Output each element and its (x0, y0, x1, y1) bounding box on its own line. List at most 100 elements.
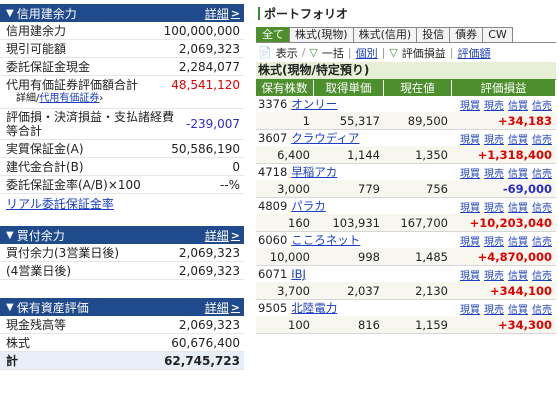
trade-action-link[interactable]: 現売 (484, 202, 504, 214)
tab-4[interactable]: 債券 (449, 27, 484, 42)
individual-toggle[interactable]: 個別 (355, 46, 378, 60)
trade-action-link[interactable]: 信売 (532, 202, 552, 214)
stock-pl: -69,000 (502, 181, 552, 196)
trade-action-link[interactable]: 現買 (460, 236, 480, 248)
realtime-margin-link[interactable]: リアル委託保証金率 (6, 196, 114, 211)
stock-actions: 現買 現売 信買 信売 (460, 131, 556, 146)
stock-cost: 2,037 (347, 283, 380, 298)
stock-name-link[interactable]: 北陸電力 (291, 301, 338, 315)
trade-action-link[interactable]: 信売 (532, 270, 552, 282)
trade-action-link[interactable]: 現買 (460, 168, 480, 180)
trade-action-link[interactable]: 信買 (508, 134, 528, 146)
buying-label: 買付余力(3営業日後) (6, 246, 119, 260)
stock-name-link[interactable]: パラカ (291, 199, 326, 213)
credit-row: 実質保証金(A) 50,586,190 (0, 140, 244, 158)
stock-price: 1,485 (415, 249, 448, 264)
tab-2[interactable]: 株式(信用) (352, 27, 418, 42)
triangle-down-icon: ▽ (389, 46, 398, 59)
trade-action-link[interactable]: 現売 (484, 100, 504, 112)
stock-name-link[interactable]: オンリー (291, 97, 338, 111)
trade-action-link[interactable]: 現売 (484, 168, 504, 180)
stock-name-link[interactable]: 早稲アカ (291, 165, 338, 179)
trade-action-link[interactable]: 信買 (508, 304, 528, 316)
buying-detail-link[interactable]: 詳細 > (204, 228, 240, 243)
stock-cost: 779 (358, 181, 380, 196)
buying-panel-title: 買付余力 (16, 228, 65, 243)
assets-total-label: 計 (6, 354, 19, 368)
stock-row: 4809 パラカ 現買 現売 信買 信売 160 103,931 167,700 +10,203,… (256, 198, 556, 232)
credit-label: 現引可能額 (6, 42, 67, 56)
stock-qty: 1 (302, 113, 310, 128)
stock-name-link[interactable]: こころネット (291, 233, 361, 247)
pl-label: 評価損・決済損益・支払諸経費等合計 (6, 110, 175, 138)
trade-action-link[interactable]: 信売 (532, 304, 552, 316)
stock-price: 89,500 (407, 113, 448, 128)
assets-label: 株式 (6, 336, 31, 350)
stock-qty: 3,700 (277, 283, 310, 298)
collateral-block: 代用有価証券評価額合計 48,541,120 詳細/代用有価証券› (0, 76, 244, 109)
trade-action-link[interactable]: 信売 (532, 100, 552, 112)
portfolio-tabs: 全て 株式(現物) 株式(信用) 投信 債券 CW (256, 27, 556, 43)
credit-panel-header: ▼ 信用建余力 詳細 > (0, 4, 244, 22)
collateral-link[interactable]: 代用有価証券 (39, 93, 100, 104)
credit-detail-link[interactable]: 詳細 > (204, 6, 240, 21)
credit-value: 2,069,323 (178, 41, 240, 56)
trade-action-link[interactable]: 現買 (460, 100, 480, 112)
trade-action-link[interactable]: 信買 (508, 202, 528, 214)
assets-detail-link[interactable]: 詳細 > (204, 300, 240, 315)
stock-name-link[interactable]: IBJ (291, 267, 306, 281)
stock-row: 6060 こころネット 現買 現売 信買 信売 10,000 998 1,485 +4,870,0… (256, 232, 556, 266)
portfolio-column-headers: 保有株数 取得単価 現在値 評価損益 (256, 79, 556, 96)
tab-0[interactable]: 全て (256, 27, 290, 42)
trade-action-link[interactable]: 現売 (484, 134, 504, 146)
stock-price: 1,159 (415, 317, 448, 332)
trade-action-link[interactable]: 信買 (508, 100, 528, 112)
batch-toggle[interactable]: 一括 (321, 46, 344, 60)
stock-row: 3376 オンリー 現買 現売 信買 信売 1 55,317 89,500 +34,183 (256, 96, 556, 130)
buying-row: (4営業日後) 2,069,323 (0, 262, 244, 280)
trade-action-link[interactable]: 信買 (508, 270, 528, 282)
trade-action-link[interactable]: 現買 (460, 270, 480, 282)
stock-actions: 現買 現売 信買 信売 (460, 301, 556, 316)
tab-3[interactable]: 投信 (416, 27, 451, 42)
trade-action-link[interactable]: 信売 (532, 168, 552, 180)
stock-code: 3607 (258, 131, 288, 145)
stock-name-link[interactable]: クラウディア (291, 131, 360, 145)
credit-value: 2,284,077 (178, 59, 240, 74)
trade-action-link[interactable]: 信買 (508, 168, 528, 180)
assets-value: 2,069,323 (178, 317, 240, 332)
stock-code: 4809 (258, 199, 288, 213)
trade-action-link[interactable]: 信売 (532, 134, 552, 146)
trade-action-link[interactable]: 現売 (484, 236, 504, 248)
assets-row: 現金残高等 2,069,323 (0, 316, 244, 334)
trade-action-link[interactable]: 現売 (484, 304, 504, 316)
triangle-down-icon: ▽ (309, 46, 318, 59)
trade-action-link[interactable]: 現買 (460, 304, 480, 316)
pl-sort[interactable]: 評価損益 (401, 46, 446, 60)
title-bar-icon (258, 6, 260, 20)
stock-cost: 103,931 (332, 215, 380, 230)
stock-actions: 現買 現売 信買 信売 (460, 97, 556, 112)
credit-value: 0 (232, 159, 240, 174)
portfolio-title: ポートフォリオ (264, 6, 349, 21)
trade-action-link[interactable]: 現買 (460, 134, 480, 146)
assets-panel-header: ▼ 保有資産評価 詳細 > (0, 298, 244, 316)
tab-1[interactable]: 株式(現物) (289, 27, 354, 42)
tab-5[interactable]: CW (482, 27, 513, 42)
credit-label: 委託保証金現金 (6, 60, 91, 74)
credit-row: 建代金合計(B) 0 (0, 158, 244, 176)
assets-total-row: 計 62,745,723 (0, 352, 244, 370)
buying-panel-header: ▼ 買付余力 詳細 > (0, 226, 244, 244)
trade-action-link[interactable]: 現売 (484, 270, 504, 282)
credit-row: 現引可能額 2,069,323 (0, 40, 244, 58)
stock-code: 4718 (258, 165, 288, 179)
amount-sort[interactable]: 評価額 (457, 46, 491, 60)
trade-action-link[interactable]: 信売 (532, 236, 552, 248)
stock-cost: 816 (358, 317, 380, 332)
chevron-right-icon: › (99, 93, 104, 104)
trade-action-link[interactable]: 現買 (460, 202, 480, 214)
trade-action-link[interactable]: 信買 (508, 236, 528, 248)
stock-code: 9505 (258, 301, 288, 315)
buying-label: (4営業日後) (6, 264, 71, 278)
column-header: 現在値 (384, 79, 452, 96)
